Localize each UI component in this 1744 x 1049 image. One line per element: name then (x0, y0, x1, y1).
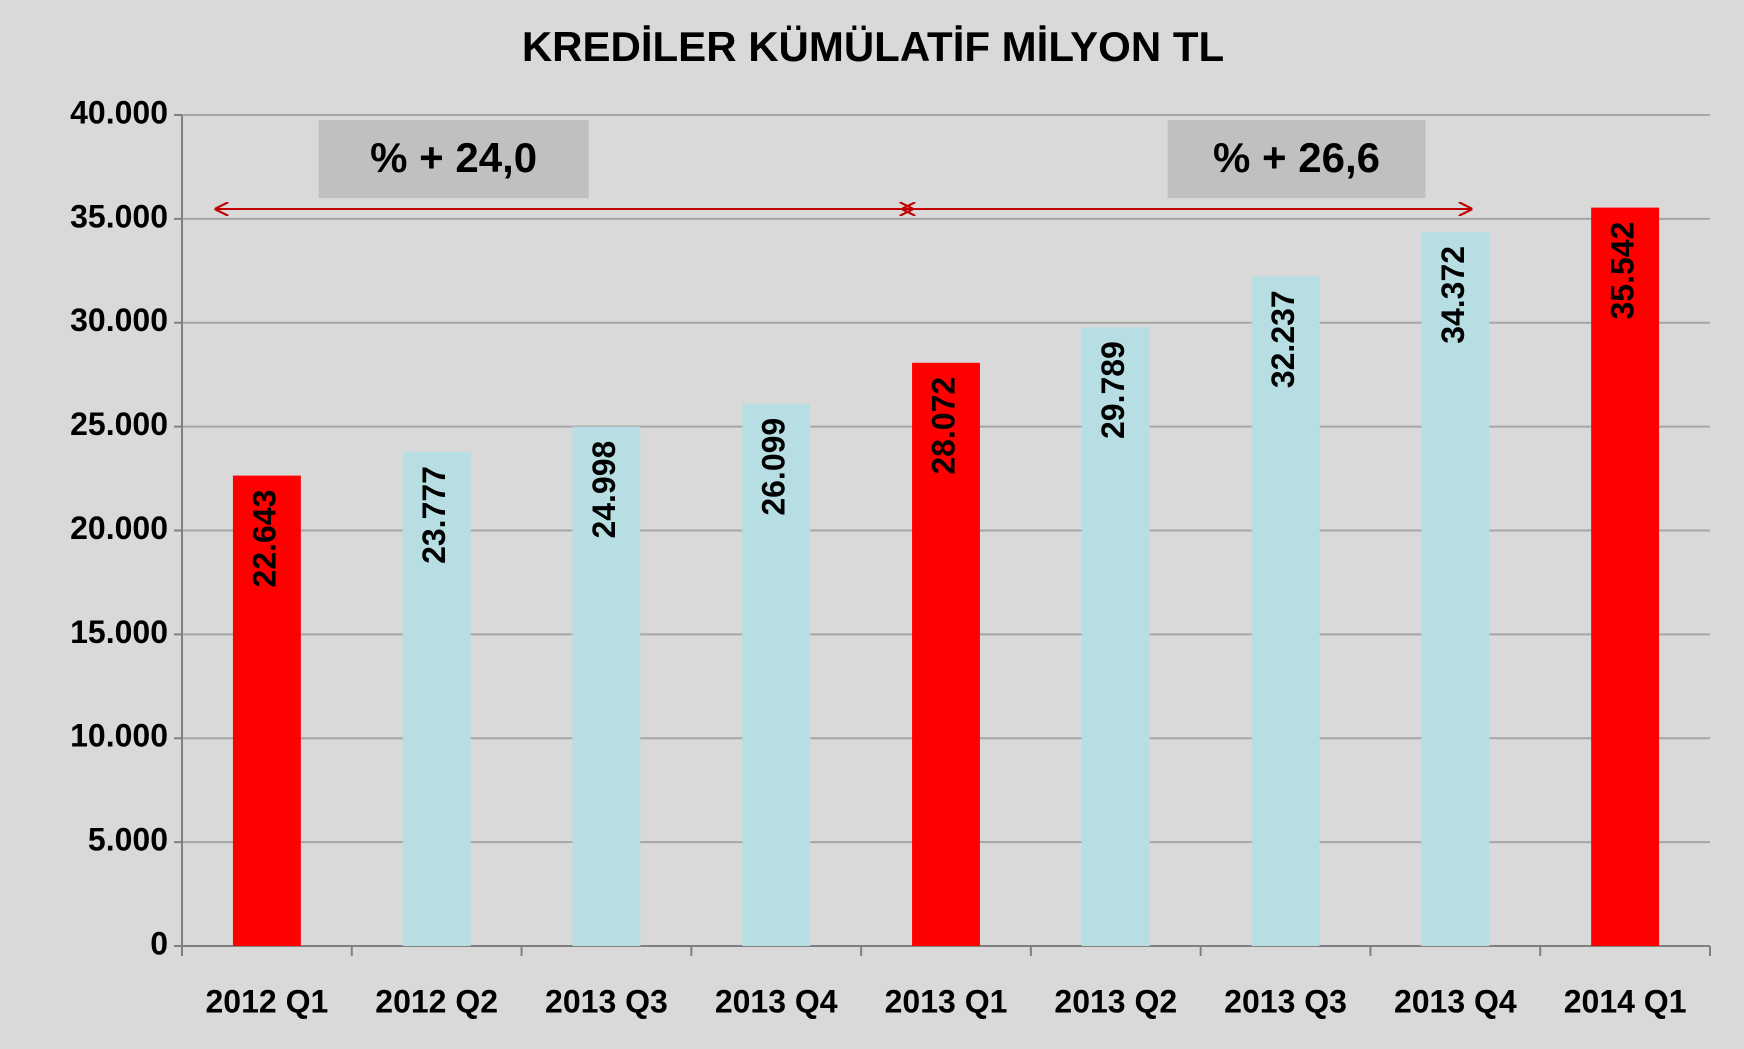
x-tick-label: 2013 Q3 (545, 983, 668, 1019)
y-tick-label: 30.000 (70, 302, 168, 338)
x-tick-label: 2013 Q4 (1394, 983, 1517, 1019)
bar (912, 362, 980, 946)
x-tick-label: 2013 Q4 (715, 983, 838, 1019)
y-tick-label: 0 (150, 925, 168, 961)
data-label: 29.789 (1095, 341, 1131, 439)
bar (1591, 207, 1660, 947)
data-label: 28.072 (925, 377, 961, 475)
annotation: % + 24,0 (370, 134, 537, 181)
x-tick-label: 2013 Q2 (1054, 983, 1177, 1019)
data-label: 22.643 (246, 490, 282, 588)
bar (1251, 276, 1320, 946)
y-tick-label: 5.000 (88, 822, 168, 858)
data-label: 23.777 (416, 466, 452, 564)
x-tick-label: 2013 Q1 (885, 983, 1008, 1019)
data-label: 32.237 (1265, 290, 1301, 388)
annotation-box (1167, 120, 1426, 198)
annotation-box (318, 120, 589, 198)
data-label: 24.998 (586, 441, 622, 539)
y-tick-label: 15.000 (70, 614, 168, 650)
y-tick-label: 10.000 (70, 718, 168, 754)
bar (232, 475, 301, 946)
data-label: 35.542 (1605, 222, 1641, 320)
bar (572, 426, 641, 946)
x-tick-label: 2012 Q2 (375, 983, 498, 1019)
y-tick-label: 40.000 (70, 94, 168, 130)
bar (1421, 231, 1490, 947)
annotation: % + 26,6 (1213, 134, 1380, 181)
data-label: 34.372 (1435, 246, 1471, 344)
x-tick-label: 2013 Q3 (1224, 983, 1347, 1019)
chart-title: KREDİLER KÜMÜLATİF MİLYON TL (522, 23, 1224, 70)
x-tick-label: 2012 Q1 (206, 983, 329, 1019)
y-tick-label: 35.000 (70, 198, 168, 234)
x-tick-label: 2014 Q1 (1564, 983, 1687, 1019)
bar (1081, 327, 1150, 946)
bar (742, 403, 811, 946)
bar (402, 452, 471, 946)
y-tick-label: 20.000 (70, 510, 168, 546)
y-tick-label: 25.000 (70, 406, 168, 442)
data-label: 26.099 (756, 418, 792, 516)
